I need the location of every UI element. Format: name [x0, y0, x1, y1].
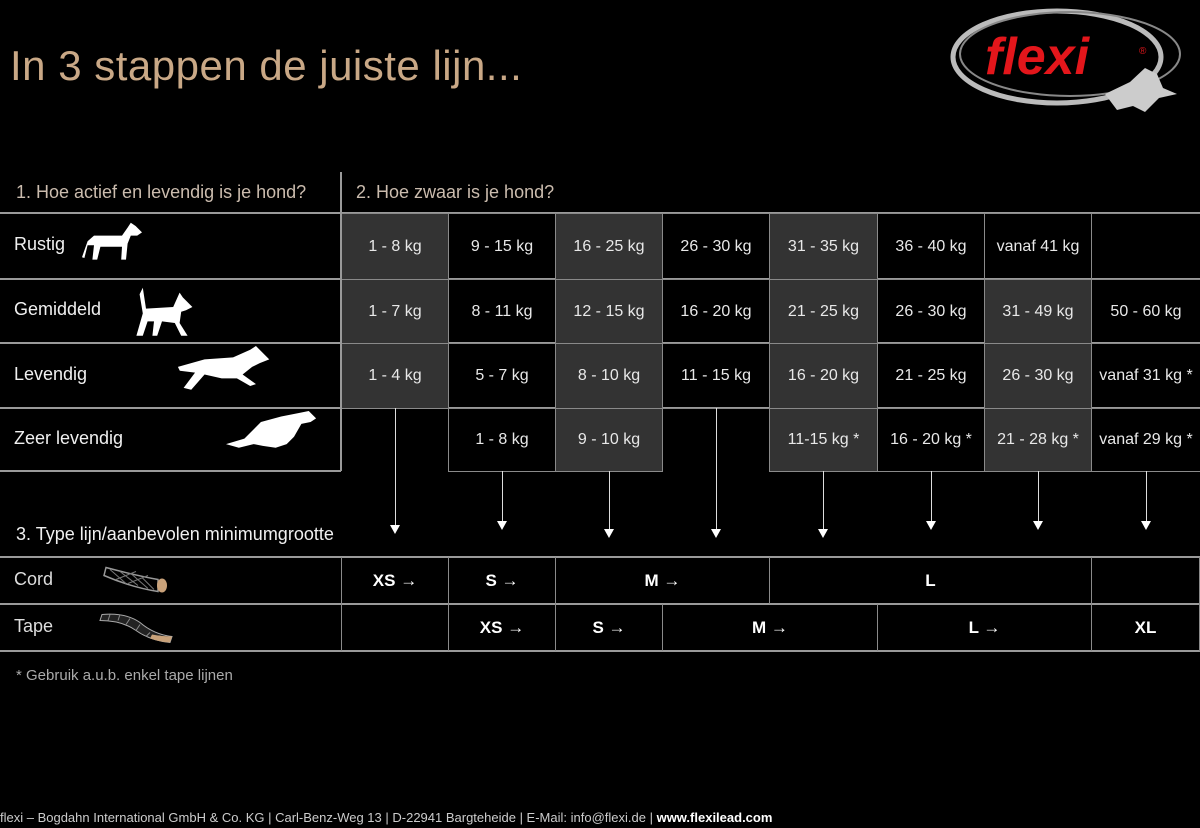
down-arrow-icon	[818, 471, 828, 538]
lead-size-cell: XL	[1091, 604, 1200, 651]
lead-size-cell: M →	[555, 557, 769, 604]
footer-address: flexi – Bogdahn International GmbH & Co.…	[0, 810, 657, 825]
lead-size-cell	[1091, 557, 1200, 604]
weight-cell: 1 - 8 kg	[448, 408, 556, 472]
down-arrow-icon	[1140, 471, 1151, 530]
row-divider	[0, 470, 341, 472]
lead-type-label: Cord	[14, 568, 54, 589]
weight-cell: 21 - 28 kg *	[984, 408, 1092, 472]
weight-cell: vanaf 29 kg *	[1091, 408, 1200, 472]
divider	[340, 213, 342, 471]
weight-cell: 16 - 25 kg	[555, 213, 663, 280]
activity-label: Gemiddeld	[14, 299, 102, 319]
weight-cell: 21 - 25 kg	[769, 279, 878, 344]
weight-cell: 36 - 40 kg	[877, 213, 985, 280]
weight-cell: 26 - 30 kg	[662, 213, 770, 280]
weight-cell: 11 - 15 kg	[662, 343, 770, 409]
logo-text: flexi	[985, 28, 1091, 86]
weight-cell: 8 - 11 kg	[448, 279, 556, 344]
weight-cell: 8 - 10 kg	[555, 343, 663, 409]
weight-cell: 9 - 15 kg	[448, 213, 556, 280]
step3-header: 3. Type lijn/aanbevolen minimumgrootte	[16, 524, 334, 544]
row-divider	[0, 556, 1200, 558]
weight-cell: 26 - 30 kg	[877, 279, 985, 344]
step1-header: 1. Hoe actief en levendig is je hond?	[16, 182, 307, 202]
lead-type-label: Tape	[14, 615, 54, 636]
weight-cell: 1 - 7 kg	[341, 279, 449, 344]
lead-size-cell: S →	[555, 604, 662, 651]
down-arrow-icon	[1032, 471, 1043, 530]
row-divider	[0, 650, 1200, 652]
activity-label: Rustig	[14, 234, 66, 254]
weight-cell: 50 - 60 kg	[1091, 279, 1200, 344]
weight-cell: vanaf 41 kg	[984, 213, 1092, 280]
weight-cell: 16 - 20 kg	[769, 343, 878, 409]
lead-size-cell: S →	[448, 557, 555, 604]
activity-label: Zeer levendig	[14, 427, 124, 448]
weight-cell: 26 - 30 kg	[984, 343, 1092, 409]
weight-cell: 31 - 49 kg	[984, 279, 1092, 344]
weight-cell: 1 - 8 kg	[341, 213, 449, 280]
walking-dog-icon	[136, 287, 193, 336]
sprinting-dog-icon	[226, 411, 317, 448]
down-arrow-icon	[710, 408, 721, 538]
lead-size-cell: XS →	[341, 557, 448, 604]
row-divider	[0, 603, 1200, 605]
page-title: In 3 stappen de juiste lijn...	[10, 42, 523, 89]
lead-size-cell: L	[769, 557, 1091, 604]
activity-label: Levendig	[14, 363, 88, 384]
lead-size-cell: M →	[662, 604, 877, 651]
footnote: * Gebruik a.u.b. enkel tape lijnen	[16, 667, 233, 684]
lead-size-cell: L →	[877, 604, 1091, 651]
weight-cell: 31 - 35 kg	[769, 213, 878, 280]
footer-website[interactable]: www.flexilead.com	[656, 810, 773, 825]
weight-cell: 12 - 15 kg	[555, 279, 663, 344]
lead-size-cell	[341, 604, 448, 651]
down-arrow-icon	[925, 471, 936, 530]
weight-cell: 11-15 kg *	[769, 408, 878, 472]
standing-dog-icon	[82, 222, 142, 260]
footer: flexi – Bogdahn International GmbH & Co.…	[0, 810, 772, 825]
divider	[340, 172, 342, 213]
svg-text:®: ®	[1139, 46, 1147, 57]
weight-cell: 5 - 7 kg	[448, 343, 556, 409]
running-dog-icon	[177, 346, 270, 390]
weight-cell	[1091, 213, 1200, 280]
flexi-logo: flexi ®	[945, 2, 1195, 127]
weight-cell: vanaf 31 kg *	[1091, 343, 1200, 409]
lead-size-cell: XS →	[448, 604, 555, 651]
cord-icon	[103, 566, 167, 593]
down-arrow-icon	[389, 408, 400, 534]
down-arrow-icon	[603, 471, 614, 538]
weight-cell: 16 - 20 kg *	[877, 408, 985, 472]
weight-cell: 1 - 4 kg	[341, 343, 449, 409]
weight-cell: 16 - 20 kg	[662, 279, 770, 344]
weight-cell: 21 - 25 kg	[877, 343, 985, 409]
step2-header: 2. Hoe zwaar is je hond?	[356, 182, 555, 202]
weight-cell: 9 - 10 kg	[555, 408, 663, 472]
tape-icon	[99, 613, 173, 644]
down-arrow-icon	[496, 471, 507, 530]
